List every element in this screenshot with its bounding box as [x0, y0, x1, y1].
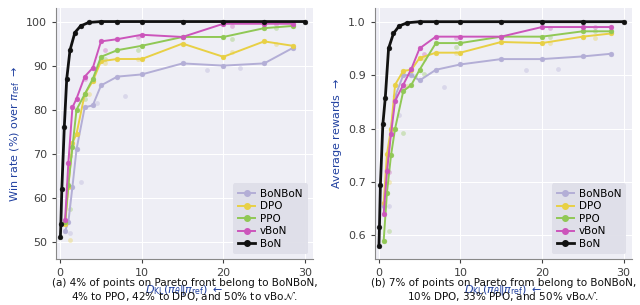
Point	[76, 180, 86, 185]
Point	[132, 56, 143, 61]
Point	[79, 76, 90, 81]
Point	[227, 37, 237, 41]
Point	[100, 61, 110, 66]
Point	[553, 66, 563, 71]
Point	[410, 74, 420, 79]
Point	[545, 34, 556, 39]
Point	[419, 57, 429, 62]
Point	[520, 67, 531, 72]
Point	[398, 131, 408, 135]
Point	[100, 56, 110, 61]
Text: (a) 4% of points on Pareto front belong to BoNBoN,
4% to PPO, 42% to DPO, and 50: (a) 4% of points on Pareto front belong …	[52, 278, 317, 303]
Point	[234, 65, 244, 70]
Point	[383, 204, 394, 209]
Point	[65, 231, 75, 235]
Point	[271, 41, 282, 46]
Legend: BoNBoN, DPO, PPO, vBoN, BoN: BoNBoN, DPO, PPO, vBoN, BoN	[552, 183, 627, 254]
Y-axis label: Average rewards $\rightarrow$: Average rewards $\rightarrow$	[330, 78, 344, 189]
Point	[590, 25, 600, 30]
Point	[202, 68, 212, 73]
Point	[419, 72, 429, 77]
Point	[383, 180, 394, 185]
Point	[419, 51, 429, 56]
Point	[65, 153, 75, 158]
Point	[590, 29, 600, 34]
Point	[383, 170, 394, 175]
Point	[545, 41, 556, 45]
Legend: BoNBoN, DPO, PPO, vBoN, BoN: BoNBoN, DPO, PPO, vBoN, BoN	[233, 183, 308, 254]
Point	[79, 96, 90, 101]
Point	[590, 35, 600, 40]
Point	[132, 34, 143, 39]
Point	[227, 23, 237, 28]
Point	[100, 48, 110, 53]
Text: (b) 7% of points on Pareto from belong to BoNBoN,
10% DPO, 33% PPO, and 50% vBo$: (b) 7% of points on Pareto from belong t…	[371, 278, 636, 303]
Point	[120, 94, 131, 99]
Point	[271, 26, 282, 30]
Point	[383, 229, 394, 234]
Point	[92, 101, 102, 106]
Point	[398, 84, 408, 89]
Point	[65, 237, 75, 242]
Point	[545, 26, 556, 30]
Point	[451, 35, 461, 40]
Point	[227, 50, 237, 55]
Y-axis label: Win rate (%) over $\pi_{\mathrm{ref}}$ $\rightarrow$: Win rate (%) over $\pi_{\mathrm{ref}}$ $…	[8, 66, 22, 202]
Point	[402, 83, 412, 88]
Point	[394, 113, 404, 118]
Point	[451, 45, 461, 50]
Point	[271, 21, 282, 26]
Point	[439, 84, 449, 89]
X-axis label: $D_{\mathrm{KL}}(\pi_\theta\|\pi_{\mathrm{ref}})$ $\leftarrow$: $D_{\mathrm{KL}}(\pi_\theta\|\pi_{\mathr…	[464, 283, 542, 297]
Point	[132, 48, 143, 53]
X-axis label: $D_{\mathrm{KL}}(\pi_\theta\|\pi_{\mathrm{ref}})$ $\leftarrow$: $D_{\mathrm{KL}}(\pi_\theta\|\pi_{\mathr…	[145, 283, 224, 297]
Point	[84, 92, 94, 97]
Point	[65, 206, 75, 211]
Point	[451, 50, 461, 55]
